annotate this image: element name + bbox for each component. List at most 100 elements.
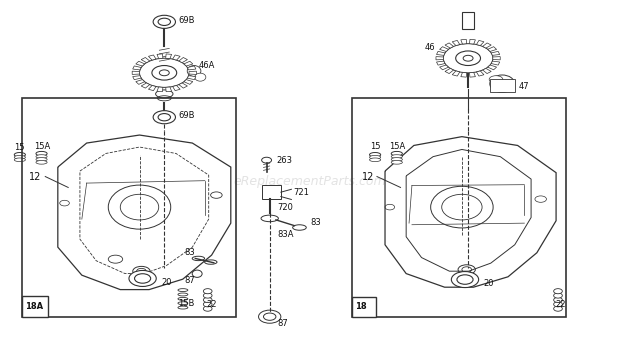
Bar <box>490 79 515 92</box>
Bar <box>22 98 236 317</box>
Text: 83A: 83A <box>277 230 294 239</box>
Circle shape <box>463 55 473 61</box>
Polygon shape <box>461 72 467 77</box>
Text: 22: 22 <box>556 300 566 309</box>
Text: 12: 12 <box>362 171 374 182</box>
Text: 15: 15 <box>370 142 381 151</box>
Ellipse shape <box>293 225 306 230</box>
Ellipse shape <box>14 158 25 162</box>
Polygon shape <box>141 83 149 88</box>
Polygon shape <box>184 80 193 84</box>
Ellipse shape <box>370 155 381 159</box>
Ellipse shape <box>370 153 381 157</box>
Polygon shape <box>488 65 497 70</box>
Polygon shape <box>493 57 500 60</box>
Polygon shape <box>488 47 497 51</box>
Circle shape <box>159 70 169 76</box>
Circle shape <box>457 275 473 284</box>
Bar <box>352 98 566 317</box>
Circle shape <box>203 306 212 311</box>
Polygon shape <box>436 61 445 65</box>
Ellipse shape <box>261 215 278 222</box>
Ellipse shape <box>14 153 25 157</box>
Polygon shape <box>179 83 187 88</box>
Bar <box>352 297 376 317</box>
Bar <box>22 296 48 317</box>
Polygon shape <box>483 68 491 74</box>
Polygon shape <box>452 40 460 46</box>
Polygon shape <box>476 71 484 76</box>
Text: 18A: 18A <box>25 302 43 310</box>
Text: 15A: 15A <box>34 142 50 151</box>
Polygon shape <box>476 40 484 46</box>
Circle shape <box>153 15 175 28</box>
Circle shape <box>158 114 170 121</box>
Ellipse shape <box>192 256 205 261</box>
Polygon shape <box>491 61 500 65</box>
Text: 83: 83 <box>310 218 321 226</box>
Text: 69B: 69B <box>178 111 195 120</box>
Ellipse shape <box>490 75 515 92</box>
Polygon shape <box>136 80 144 84</box>
Polygon shape <box>440 47 448 51</box>
Circle shape <box>554 306 562 311</box>
Circle shape <box>259 310 281 323</box>
Polygon shape <box>445 43 453 48</box>
Polygon shape <box>172 55 180 60</box>
Circle shape <box>554 293 562 298</box>
Polygon shape <box>157 54 163 59</box>
Ellipse shape <box>36 151 47 156</box>
Polygon shape <box>179 58 187 63</box>
Ellipse shape <box>14 155 25 159</box>
Polygon shape <box>184 61 193 66</box>
Polygon shape <box>483 43 491 48</box>
Polygon shape <box>436 51 445 55</box>
Polygon shape <box>452 71 460 76</box>
Bar <box>262 185 281 199</box>
Polygon shape <box>461 39 467 44</box>
Ellipse shape <box>192 270 202 277</box>
Text: 15B: 15B <box>178 298 194 308</box>
Ellipse shape <box>36 155 47 158</box>
Polygon shape <box>440 65 448 70</box>
Ellipse shape <box>195 73 206 81</box>
Ellipse shape <box>187 66 201 76</box>
Polygon shape <box>491 51 500 55</box>
Text: 20: 20 <box>161 278 172 286</box>
Circle shape <box>158 18 170 25</box>
Ellipse shape <box>489 76 503 83</box>
Polygon shape <box>445 68 453 74</box>
Polygon shape <box>157 87 163 92</box>
Ellipse shape <box>205 260 217 264</box>
Polygon shape <box>189 71 197 74</box>
Polygon shape <box>133 66 141 70</box>
Text: 721: 721 <box>293 189 309 197</box>
Polygon shape <box>469 39 476 44</box>
Text: 22: 22 <box>206 300 217 309</box>
Text: 15A: 15A <box>389 142 405 151</box>
Text: 12: 12 <box>29 171 42 182</box>
Ellipse shape <box>391 155 402 158</box>
Text: 87: 87 <box>277 320 288 328</box>
Text: eReplacementParts.com: eReplacementParts.com <box>234 175 386 189</box>
Ellipse shape <box>370 158 381 162</box>
Polygon shape <box>436 57 443 60</box>
Polygon shape <box>187 76 196 80</box>
Polygon shape <box>148 86 156 91</box>
Polygon shape <box>133 76 141 80</box>
Circle shape <box>554 289 562 294</box>
Circle shape <box>129 270 156 286</box>
Polygon shape <box>172 86 180 91</box>
Circle shape <box>203 289 212 294</box>
Circle shape <box>264 313 276 320</box>
Ellipse shape <box>156 90 173 98</box>
Circle shape <box>554 297 562 302</box>
Bar <box>462 12 474 29</box>
Polygon shape <box>136 61 144 66</box>
Text: 18: 18 <box>355 302 367 311</box>
Ellipse shape <box>391 151 402 156</box>
Polygon shape <box>166 87 172 92</box>
Circle shape <box>554 302 562 307</box>
Ellipse shape <box>391 158 402 161</box>
Text: 20: 20 <box>484 279 494 288</box>
